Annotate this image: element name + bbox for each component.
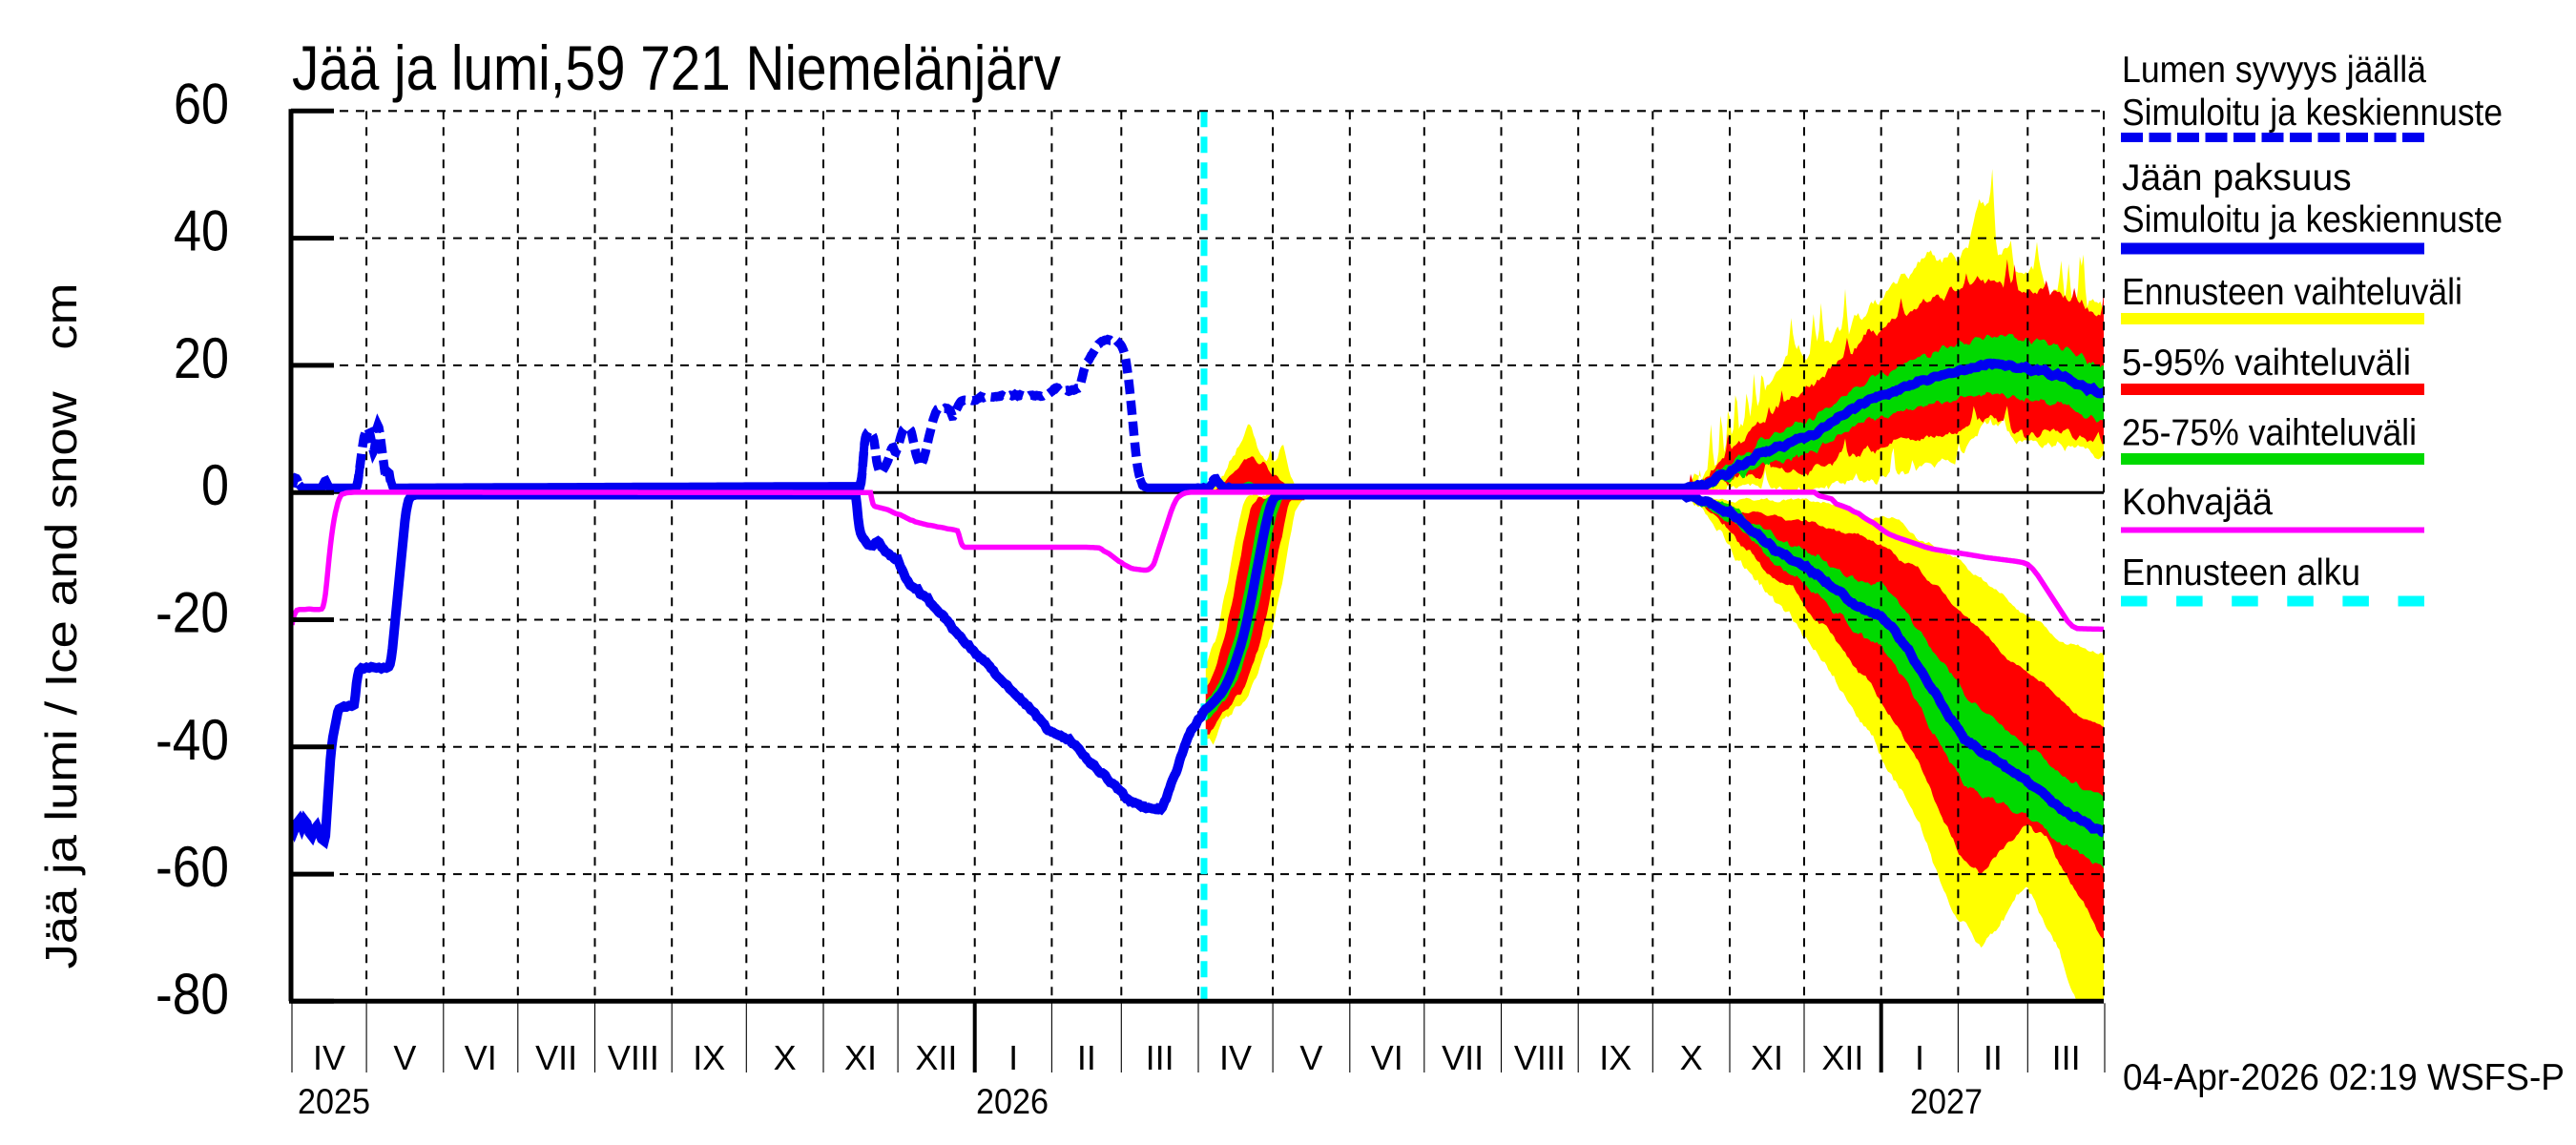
svg-text:IX: IX	[693, 1038, 725, 1077]
svg-text:-40: -40	[156, 708, 229, 772]
svg-text:VIII: VIII	[608, 1038, 659, 1077]
svg-text:V: V	[393, 1038, 416, 1077]
svg-text:XII: XII	[915, 1038, 957, 1077]
svg-text:2025: 2025	[298, 1082, 370, 1121]
svg-text:5-95% vaihteluväli: 5-95% vaihteluväli	[2122, 343, 2411, 384]
svg-text:Ennusteen alku: Ennusteen alku	[2122, 552, 2360, 593]
svg-text:-80: -80	[156, 962, 229, 1026]
svg-text:04-Apr-2026 02:19 WSFS-P: 04-Apr-2026 02:19 WSFS-P	[2123, 1057, 2565, 1098]
svg-text:Jää ja lumi,59 721 Niemelänjär: Jää ja lumi,59 721 Niemelänjärv	[292, 32, 1061, 103]
svg-text:25-75% vaihteluväli: 25-75% vaihteluväli	[2122, 413, 2417, 454]
svg-text:VII: VII	[1442, 1038, 1484, 1077]
svg-text:Simuloitu ja keskiennuste: Simuloitu ja keskiennuste	[2122, 199, 2503, 240]
svg-text:XI: XI	[844, 1038, 877, 1077]
svg-text:VIII: VIII	[1514, 1038, 1566, 1077]
svg-text:X: X	[774, 1038, 797, 1077]
svg-text:V: V	[1299, 1038, 1322, 1077]
svg-text:II: II	[1984, 1038, 2003, 1077]
svg-text:I: I	[1008, 1038, 1018, 1077]
svg-text:Jään paksuus: Jään paksuus	[2122, 157, 2352, 198]
svg-text:IV: IV	[1219, 1038, 1252, 1077]
svg-text:IV: IV	[313, 1038, 345, 1077]
svg-text:III: III	[1146, 1038, 1174, 1077]
svg-text:40: 40	[174, 199, 229, 263]
svg-text:XI: XI	[1751, 1038, 1783, 1077]
svg-text:VI: VI	[1371, 1038, 1403, 1077]
svg-text:Kohvajää: Kohvajää	[2122, 482, 2273, 523]
svg-text:2027: 2027	[1910, 1082, 1983, 1121]
svg-text:X: X	[1680, 1038, 1703, 1077]
svg-text:Ennusteen vaihteluväli: Ennusteen vaihteluväli	[2122, 272, 2462, 313]
svg-text:VII: VII	[535, 1038, 577, 1077]
svg-text:0: 0	[201, 453, 229, 517]
svg-text:II: II	[1077, 1038, 1096, 1077]
svg-text:III: III	[2052, 1038, 2081, 1077]
svg-text:-60: -60	[156, 835, 229, 899]
svg-text:-20: -20	[156, 580, 229, 644]
svg-text:I: I	[1915, 1038, 1924, 1077]
svg-text:60: 60	[174, 72, 229, 135]
svg-text:Jää ja lumi / Ice and snow c: Jää ja lumi / Ice and snow cm	[36, 283, 86, 969]
svg-text:XII: XII	[1821, 1038, 1863, 1077]
svg-text:IX: IX	[1599, 1038, 1631, 1077]
svg-text:Lumen syvyys jäällä: Lumen syvyys jäällä	[2122, 50, 2426, 91]
svg-text:2026: 2026	[976, 1082, 1049, 1121]
svg-text:Simuloitu ja keskiennuste: Simuloitu ja keskiennuste	[2122, 93, 2503, 134]
svg-text:20: 20	[174, 326, 229, 390]
svg-text:VI: VI	[465, 1038, 497, 1077]
